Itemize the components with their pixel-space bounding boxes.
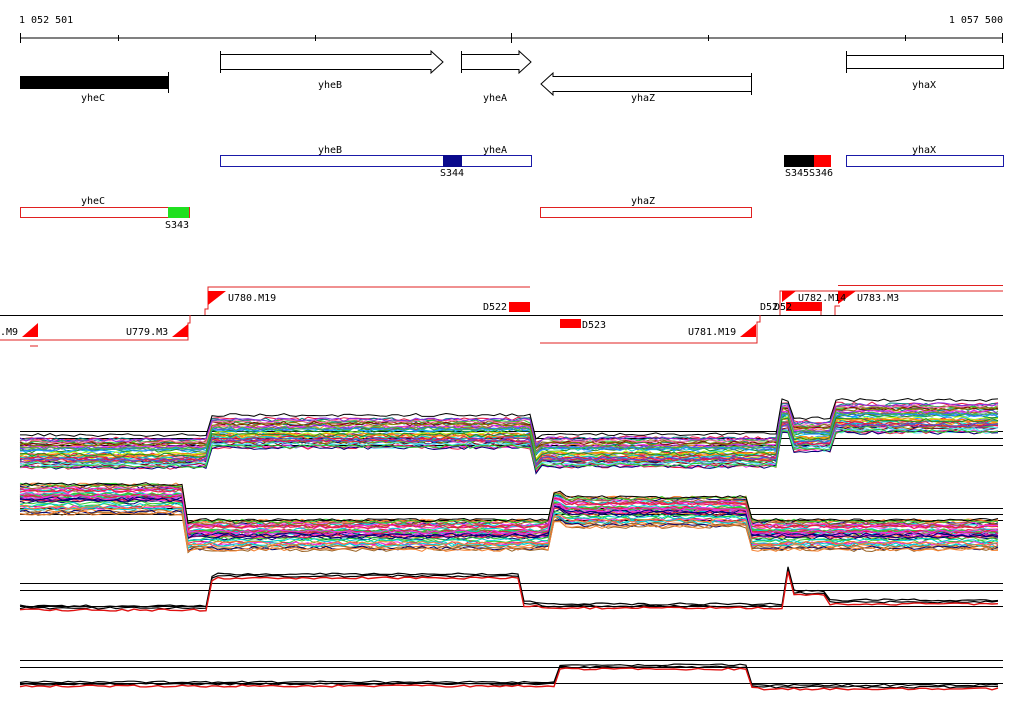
- profile-trace: [19, 411, 999, 455]
- transcript-yhaZ[interactable]: yhaZ: [540, 196, 752, 218]
- gene-yhaZ[interactable]: yhaZ: [540, 71, 752, 104]
- coordinate-ruler: 1 052 501 1 057 500: [19, 15, 1003, 43]
- upshift-label: U782.M14: [798, 293, 846, 304]
- profile-trace: [19, 402, 999, 447]
- expression-panel-reverse-strand: [19, 482, 1003, 554]
- transcript-gene-label: yhaZ: [631, 196, 655, 207]
- segment-label: S343: [165, 220, 189, 231]
- gene-yheA[interactable]: yheA: [461, 49, 532, 104]
- profile-trace: [19, 667, 999, 691]
- profile-trace: [19, 663, 999, 687]
- profile-trace: [19, 566, 999, 608]
- segment-block[interactable]: [443, 155, 462, 167]
- upshift-flag[interactable]: [208, 291, 226, 305]
- transcript-yhaX[interactable]: yhaX: [846, 145, 1004, 167]
- shift-track: .M9 U779.M3 U780.M19 U781.M19 U782.M14 U…: [0, 285, 1003, 347]
- gene-label: yheC: [81, 93, 105, 104]
- downshift-label: D523: [582, 320, 606, 331]
- forward-transcript-track: yheB yheA S344 yhaX S345 S346: [220, 145, 1004, 179]
- transcript-yheB-yheA[interactable]: yheB yheA S344: [220, 145, 532, 179]
- upshift-flag[interactable]: [740, 324, 756, 337]
- upshift-label: U780.M19: [228, 293, 276, 304]
- gene-yhaX[interactable]: yhaX: [846, 51, 1004, 91]
- downshift-block[interactable]: [786, 302, 822, 311]
- profile-trace: [19, 501, 999, 543]
- expression-panel-forward-strand: [19, 397, 1003, 475]
- segment-block[interactable]: [168, 207, 189, 218]
- upshift-flag[interactable]: [782, 291, 796, 302]
- profile-trace: [19, 426, 999, 469]
- gene-label: yhaX: [912, 80, 936, 91]
- profile-trace: [19, 569, 999, 610]
- profile-trace: [19, 571, 999, 612]
- profile-trace: [20, 397, 999, 440]
- profile-trace: [19, 510, 998, 552]
- upshift-flag[interactable]: [22, 323, 38, 337]
- gene-yheB[interactable]: yheB: [220, 49, 444, 91]
- ruler-start-label: 1 052 501: [19, 15, 73, 26]
- ruler-end-label: 1 057 500: [949, 15, 1003, 26]
- gene-label: yheB: [318, 80, 342, 91]
- profile-trace: [19, 504, 999, 546]
- downshift-block[interactable]: [509, 302, 530, 312]
- downshift-block[interactable]: [560, 319, 581, 328]
- expression-panel-reverse-summary: [19, 660, 1003, 691]
- profile-trace: [19, 406, 999, 450]
- upshift-label: U779.M3: [126, 327, 168, 338]
- profile-trace: [19, 428, 999, 471]
- reverse-transcript-track: yheC S343 yhaZ: [20, 196, 752, 231]
- profile-trace: [19, 665, 999, 689]
- expression-panel-forward-summary: [19, 566, 1003, 612]
- profile-trace: [19, 493, 999, 535]
- upshift-flag[interactable]: [838, 291, 856, 304]
- transcript-gene-label: yhaX: [912, 145, 936, 156]
- gene-yheC[interactable]: yheC: [20, 72, 169, 104]
- transcript-gene-label: yheB: [318, 145, 342, 156]
- upshift-label: U781.M19: [688, 327, 736, 338]
- profile-trace: [19, 482, 999, 524]
- gene-annotation-track: yheC yheB yheA yhaZ yhaX: [20, 49, 1004, 104]
- transcript-gene-label: yheC: [81, 196, 105, 207]
- downshift-label: D522: [483, 302, 507, 313]
- upshift-label: .M9: [0, 327, 18, 338]
- downshift-label: D52: [774, 302, 792, 313]
- segment-S345-S346[interactable]: S345 S346: [784, 155, 833, 179]
- upshift-flag[interactable]: [172, 324, 188, 337]
- gene-label: yheA: [483, 93, 507, 104]
- profile-trace: [19, 417, 999, 462]
- upshift-label: U783.M3: [857, 293, 899, 304]
- segment-label: S346: [809, 168, 833, 179]
- transcript-gene-label: yheA: [483, 145, 507, 156]
- gene-label: yhaZ: [631, 93, 655, 104]
- profile-trace: [19, 497, 999, 539]
- segment-label: S344: [440, 168, 464, 179]
- segment-label: S345: [785, 168, 809, 179]
- profile-trace: [19, 422, 999, 467]
- downshift-label: D52: [760, 302, 778, 313]
- transcript-yheC[interactable]: yheC S343: [20, 196, 190, 231]
